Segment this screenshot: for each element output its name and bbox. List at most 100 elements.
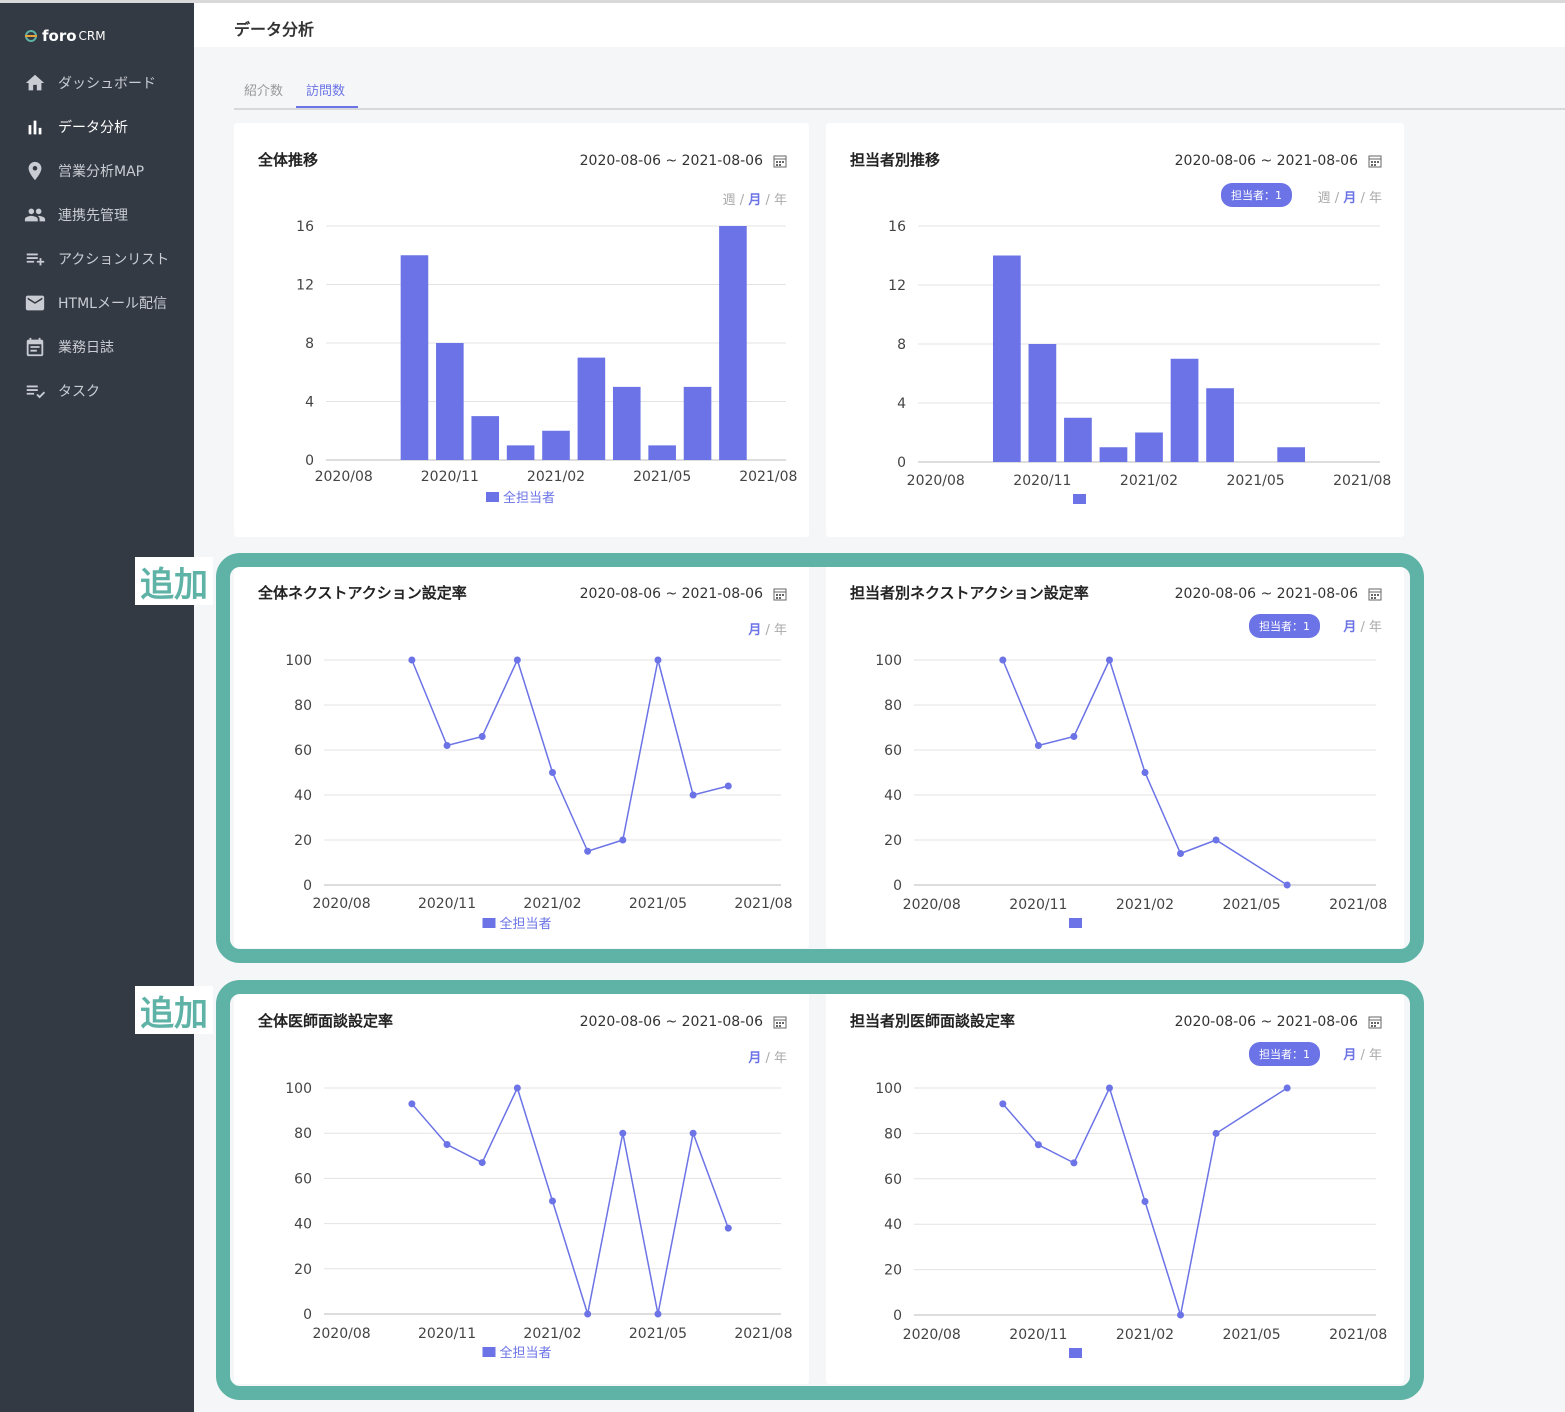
- period-month[interactable]: 月: [1343, 1048, 1357, 1063]
- added-label: 追加: [135, 557, 213, 605]
- sidebar-item-label: アクションリスト: [58, 252, 170, 268]
- sidebar-item-tasks[interactable]: タスク: [0, 369, 194, 413]
- period-year[interactable]: 年: [1368, 191, 1382, 206]
- assignee-filter-badge[interactable]: 担当者：1: [1249, 614, 1320, 638]
- period-month[interactable]: 月: [748, 193, 762, 208]
- sidebar-item-sales-map[interactable]: 営業分析MAP: [0, 149, 194, 193]
- period-toggle: 月 / 年: [1343, 620, 1382, 635]
- date-range-picker[interactable]: 2020-08-06 ~ 2021-08-06: [1175, 1014, 1382, 1030]
- sidebar-item-work-log[interactable]: 業務日誌: [0, 325, 194, 369]
- bar: [506, 445, 535, 460]
- x-tick-label: 2020/11: [418, 1326, 476, 1342]
- tab-referrals[interactable]: 紹介数: [244, 84, 284, 99]
- y-tick-label: 40: [294, 1217, 312, 1233]
- sidebar-item-label: 連携先管理: [58, 208, 128, 224]
- y-tick-label: 80: [294, 1126, 312, 1142]
- people-icon: [24, 208, 46, 222]
- data-point: [1212, 836, 1220, 844]
- calendar-icon[interactable]: [773, 154, 787, 168]
- period-toggle: 月 / 年: [748, 1051, 787, 1066]
- calendar-icon[interactable]: [1368, 1015, 1382, 1029]
- x-tick-label: 2021/05: [629, 896, 687, 912]
- x-tick-label: 2020/11: [418, 896, 476, 912]
- y-tick-label: 0: [303, 878, 312, 894]
- location-pin-icon: [28, 161, 42, 181]
- date-range-picker[interactable]: 2020-08-06 ~ 2021-08-06: [580, 1014, 787, 1030]
- legend-swatch: [482, 1347, 496, 1357]
- sidebar-item-dashboard[interactable]: ダッシュボード: [0, 61, 194, 105]
- date-range-picker[interactable]: 2020-08-06 ~ 2021-08-06: [1175, 153, 1382, 169]
- y-tick-label: 20: [294, 833, 312, 849]
- x-tick-label: 2021/08: [734, 1326, 792, 1342]
- y-tick-label: 20: [884, 1263, 902, 1279]
- data-point: [513, 1084, 521, 1092]
- chart-assignee-next-action-rate: 0 20 40 60 80 100 2020/08 2020/11 2021/02 2021/05…: [875, 653, 1387, 928]
- y-tick-label: 60: [294, 1171, 312, 1187]
- assignee-filter-badge[interactable]: 担当者：1: [1221, 183, 1292, 207]
- period-year[interactable]: 年: [773, 623, 787, 638]
- data-point: [443, 742, 451, 749]
- calendar-icon[interactable]: [773, 1015, 787, 1029]
- x-tick-label: 2020/08: [903, 897, 961, 913]
- data-point: [619, 836, 627, 844]
- x-tick-label: 2021/08: [1329, 897, 1387, 913]
- sidebar-item-action-list[interactable]: アクションリスト: [0, 237, 194, 281]
- y-tick-label: 60: [294, 743, 312, 759]
- tab-visits[interactable]: 訪問数: [306, 84, 346, 99]
- y-tick-label: 100: [875, 653, 902, 669]
- x-tick-label: 2020/08: [312, 1326, 370, 1342]
- card-title: 全体医師面談設定率: [258, 1012, 394, 1030]
- mail-icon: [25, 295, 45, 311]
- calendar-icon[interactable]: [1368, 154, 1382, 168]
- calendar-icon[interactable]: [1368, 587, 1382, 601]
- series-line: [1002, 1085, 1288, 1316]
- x-tick-label: 2020/08: [312, 896, 370, 912]
- app-logo[interactable]: foro CRM: [24, 27, 106, 45]
- period-year[interactable]: 年: [1368, 620, 1382, 635]
- period-month[interactable]: 月: [1343, 620, 1357, 635]
- sidebar-item-partners[interactable]: 連携先管理: [0, 193, 194, 237]
- x-tick-label: 2021/08: [1329, 1327, 1387, 1343]
- sidebar-item-html-mail[interactable]: HTMLメール配信: [0, 281, 194, 325]
- period-year[interactable]: 年: [773, 1051, 787, 1066]
- series-line: [411, 657, 729, 853]
- y-tick-label: 40: [884, 1217, 902, 1233]
- y-tick-label: 60: [884, 743, 902, 759]
- data-point: [513, 656, 521, 664]
- sidebar-item-label: タスク: [58, 384, 100, 400]
- data-point: [1177, 1311, 1185, 1319]
- x-tick-label: 2021/02: [1116, 1327, 1174, 1343]
- bar: [1028, 344, 1057, 462]
- calendar-icon[interactable]: [773, 587, 787, 601]
- period-week[interactable]: 週: [722, 193, 736, 208]
- x-tick-label: 2020/08: [315, 469, 373, 485]
- period-month[interactable]: 月: [748, 623, 762, 638]
- x-tick-label: 2020/11: [1009, 897, 1067, 913]
- period-month[interactable]: 月: [1343, 191, 1357, 206]
- data-point: [1212, 1129, 1220, 1137]
- x-tick-label: 2021/05: [1227, 473, 1285, 489]
- y-tick-label: 0: [893, 878, 902, 894]
- period-month[interactable]: 月: [748, 1051, 762, 1066]
- top-border: [0, 0, 1565, 3]
- legend-label: 全担当者: [500, 916, 552, 932]
- card-title: 全体ネクストアクション設定率: [258, 584, 467, 602]
- y-tick-label: 0: [305, 453, 314, 469]
- series-line: [1002, 657, 1288, 886]
- bar: [1099, 447, 1128, 462]
- logo-mark-icon: [25, 30, 37, 42]
- assignee-filter-badge[interactable]: 担当者：1: [1249, 1042, 1320, 1066]
- playlist-add-icon: [26, 253, 45, 266]
- sidebar-item-data-analysis[interactable]: データ分析: [0, 105, 194, 149]
- x-tick-label: 2021/05: [1223, 1327, 1281, 1343]
- date-range-picker[interactable]: 2020-08-06 ~ 2021-08-06: [580, 586, 787, 602]
- page-title: データ分析: [234, 20, 315, 39]
- bar: [577, 357, 606, 460]
- period-year[interactable]: 年: [773, 193, 787, 208]
- card-assignee-trend: 0 4 8 12 16 2020/08 2020/11 2021/02 2021/05 2021/…: [826, 123, 1404, 537]
- sidebar-item-label: ダッシュボード: [58, 76, 156, 92]
- date-range-picker[interactable]: 2020-08-06 ~ 2021-08-06: [1175, 586, 1382, 602]
- period-week[interactable]: 週: [1317, 191, 1331, 206]
- date-range-picker[interactable]: 2020-08-06 ~ 2021-08-06: [580, 153, 787, 169]
- period-year[interactable]: 年: [1368, 1048, 1382, 1063]
